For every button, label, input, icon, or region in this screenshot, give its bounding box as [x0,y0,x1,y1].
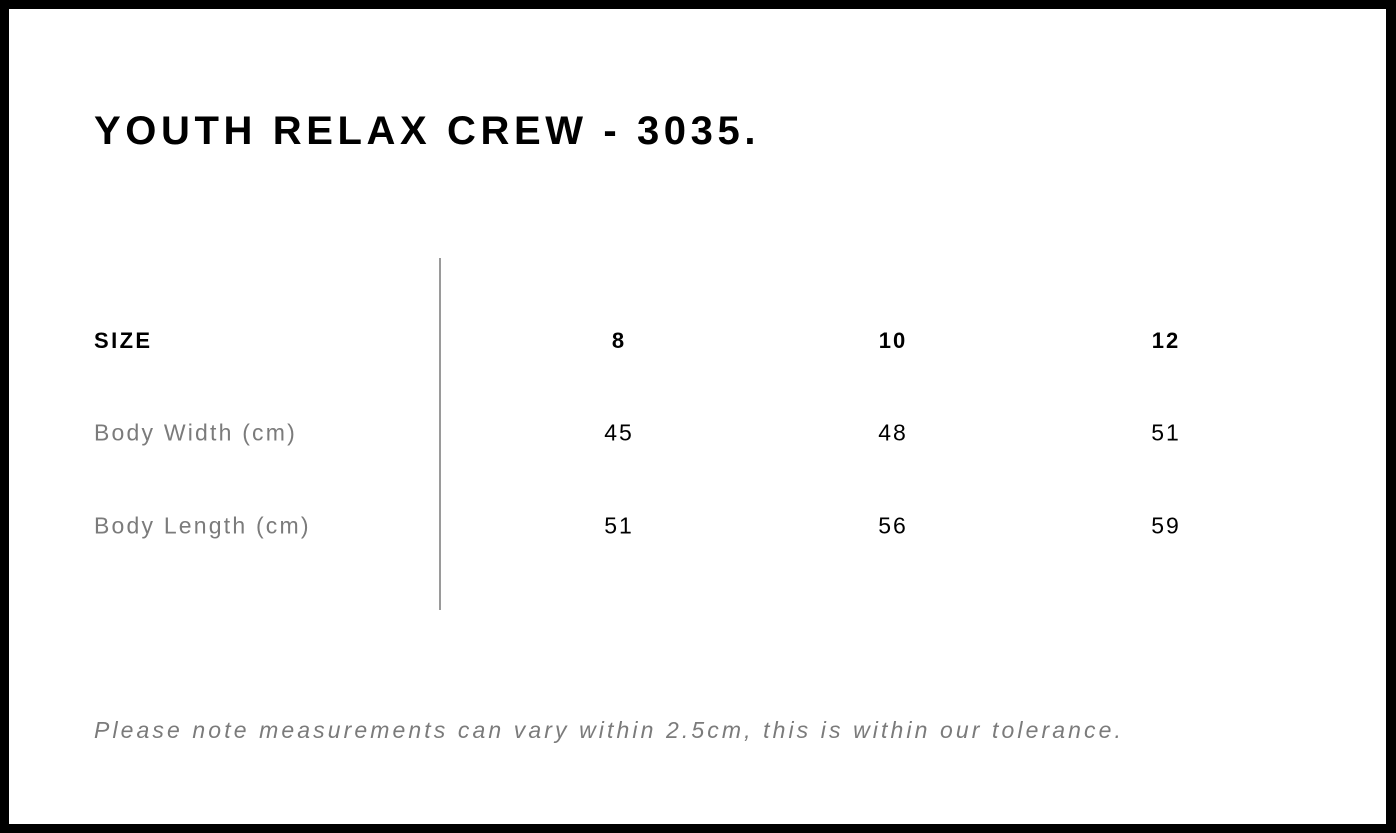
table-cell: 48 [878,419,908,446]
table-cell: 51 [604,512,634,539]
table-cell: 56 [878,512,908,539]
row-label-body-width: Body Width (cm) [94,419,297,446]
size-header-label: SIZE [94,328,153,353]
size-header-8: 8 [611,328,627,353]
page-title: YOUTH RELAX CREW - 3035. [94,109,761,153]
tolerance-note: Please note measurements can vary within… [94,717,1125,743]
table-cell: 45 [604,419,634,446]
size-header-12: 12 [1151,328,1181,353]
row-label-body-length: Body Length (cm) [94,512,311,539]
table-cell: 51 [1151,419,1181,446]
size-chart-card: YOUTH RELAX CREW - 3035. SIZE 8 10 12 Bo… [9,9,1386,824]
size-header-10: 10 [878,328,908,353]
table-cell: 59 [1151,512,1181,539]
column-divider [439,258,441,610]
